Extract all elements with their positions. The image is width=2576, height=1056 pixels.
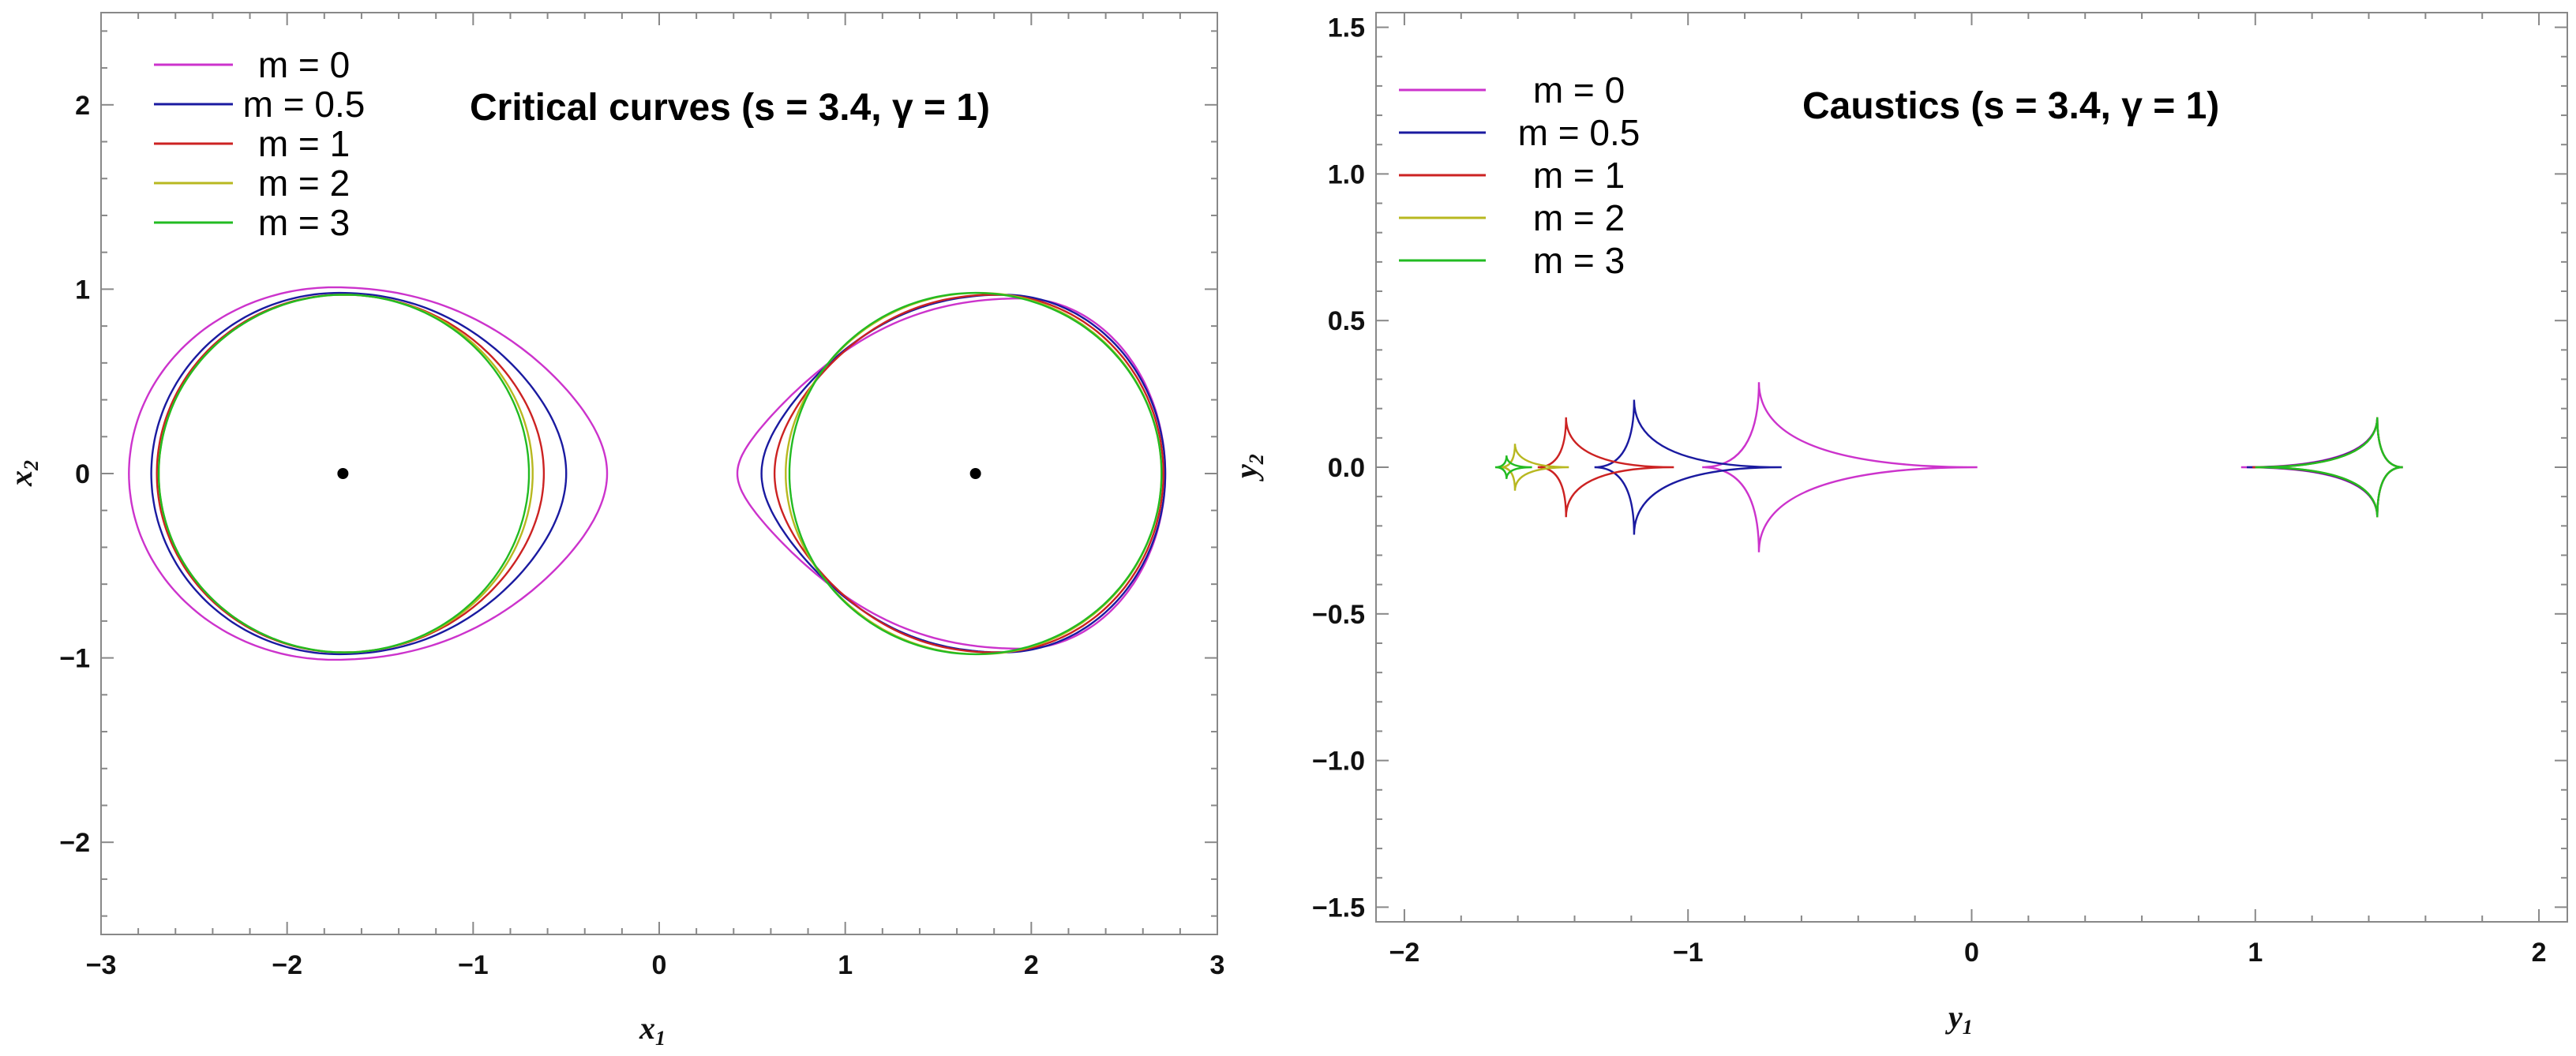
- left-legend-label-m-1: m = 1: [258, 123, 350, 164]
- lens-left-point: [337, 468, 349, 479]
- caustic-left-m-0: [1702, 382, 1978, 552]
- critical-curve-right-m-0-5: [760, 294, 1167, 653]
- right-x-tick-label: 0: [1964, 938, 1979, 968]
- right-y-tick-label: −0.5: [1312, 600, 1365, 630]
- right-curves: [1494, 382, 2403, 552]
- right-y-axis-title: y2: [1228, 454, 1268, 481]
- caustic-left-m-1: [1537, 417, 1674, 518]
- right-legend-label-m-2: m = 2: [1533, 197, 1625, 238]
- left-x-tick-label: −3: [86, 950, 117, 980]
- left-y-tick-label: −1: [59, 644, 90, 674]
- right-y-tick-label: 0.5: [1328, 306, 1365, 336]
- left-y-axis-subscript: 2: [20, 460, 43, 471]
- right-legend-label-m-3: m = 3: [1533, 240, 1625, 281]
- right-legend-label-m-0: m = 0: [1533, 69, 1625, 110]
- left-axis-ticks: −3 −2 −1 0 1 2 3 −2 −1 0 1 2: [59, 13, 1224, 980]
- right-y-tick-label: −1.0: [1312, 747, 1365, 777]
- left-x-tick-label: 0: [652, 950, 667, 980]
- critical-curve-left-m-3: [157, 294, 531, 653]
- right-x-axis-title: y1: [1945, 999, 1973, 1039]
- critical-curve-right-m-1: [773, 294, 1164, 653]
- left-y-tick-label: 1: [75, 275, 90, 305]
- right-y-axis-subscript: 2: [1245, 454, 1268, 465]
- caustics-panel: −2 −1 0 1 2−1.5−1.0−0.50.00.51.01.5 m = 0m =…: [1228, 12, 2568, 1039]
- critical-curve-left-m-0: [128, 286, 609, 661]
- right-y-tick-label: 1.5: [1328, 13, 1365, 43]
- left-y-tick-label: 2: [75, 91, 90, 121]
- right-legend: m = 0m = 0.5m = 1m = 2m = 3: [1399, 69, 1640, 281]
- left-y-axis-letter: x: [3, 470, 39, 487]
- critical-curve-left-m-0-5: [150, 291, 568, 656]
- left-x-axis-title: x1: [639, 1010, 666, 1050]
- left-y-tick-label: 0: [75, 459, 90, 489]
- left-legend-label-m-2: m = 2: [258, 163, 350, 204]
- critical-curve-right-m-0: [736, 297, 1167, 650]
- right-legend-label-m-0-5: m = 0.5: [1518, 112, 1640, 153]
- right-x-tick-label: 1: [2248, 938, 2263, 968]
- left-legend-label-m-0: m = 0: [258, 44, 350, 85]
- right-x-axis-subscript: 1: [1963, 1016, 1973, 1039]
- left-x-axis-letter: x: [639, 1010, 655, 1046]
- left-y-axis-title: x2: [3, 460, 43, 487]
- right-x-tick-label: −1: [1673, 938, 1704, 968]
- left-y-tick-label: −2: [59, 828, 90, 858]
- right-x-axis-letter: y: [1945, 999, 1963, 1035]
- lens-right-point: [969, 468, 981, 479]
- right-y-tick-label: 0.0: [1328, 453, 1365, 483]
- left-legend-label-m-0-5: m = 0.5: [243, 84, 366, 125]
- right-y-tick-label: 1.0: [1328, 159, 1365, 189]
- right-axis-ticks: −2 −1 0 1 2 −1.5 −1.0 −0.5 0.0 0.5 1.0 1.5: [1312, 13, 2567, 968]
- right-y-axis-letter: y: [1228, 464, 1264, 481]
- right-x-tick-label: −2: [1389, 938, 1420, 968]
- left-x-tick-label: 2: [1024, 950, 1039, 980]
- caustic-left-m-0-5: [1594, 399, 1782, 535]
- left-x-tick-label: 1: [838, 950, 853, 980]
- right-legend-label-m-1: m = 1: [1533, 155, 1625, 196]
- left-legend: m = 0m = 0.5m = 1m = 2m = 3: [154, 44, 365, 243]
- right-y-tick-label: −1.5: [1312, 893, 1365, 923]
- left-legend-label-m-3: m = 3: [258, 202, 350, 243]
- critical-curves-panel: −3 −2 −1 0 1 2 3 −2 −1 0 1 2 m = 0m = 0.5m = 1m = 2…: [3, 12, 1224, 1050]
- caustic-left-m-2: [1501, 444, 1569, 491]
- left-lens-points: [337, 468, 981, 479]
- left-x-tick-label: 3: [1210, 950, 1225, 980]
- right-chart-title: Caustics (s = 3.4, γ = 1): [1802, 85, 2219, 127]
- caustic-left-m-3: [1494, 455, 1532, 480]
- left-x-tick-label: −2: [272, 950, 302, 980]
- left-x-axis-subscript: 1: [655, 1027, 666, 1050]
- left-x-tick-label: −1: [458, 950, 489, 980]
- critical-curve-left-m-1: [156, 294, 546, 653]
- right-x-tick-label: 2: [2532, 938, 2547, 968]
- left-curves: [128, 286, 1167, 661]
- left-chart-title: Critical curves (s = 3.4, γ = 1): [470, 87, 990, 129]
- critical-curve-right-m-3: [788, 291, 1163, 656]
- caustic-right-m-3: [2255, 417, 2403, 518]
